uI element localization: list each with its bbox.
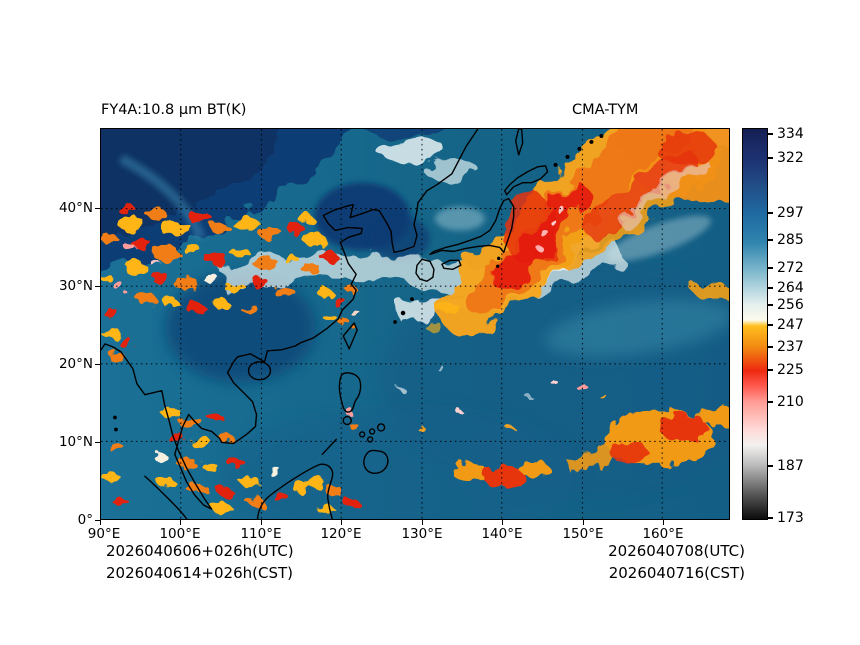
x-tick-label: 110°E [240, 526, 282, 542]
x-tick-label: 150°E [562, 526, 604, 542]
colorbar-tickmark [768, 212, 773, 214]
y-tick-label: 40°N [58, 200, 93, 216]
colorbar-tickmark [768, 133, 773, 135]
x-tickmark [663, 520, 665, 525]
colorbar-tick: 297 [768, 205, 804, 221]
colorbar-tick: 173 [768, 510, 804, 526]
forecast-time-cst: 2026040716(CST) [608, 564, 745, 582]
colorbar-tickmark [768, 157, 773, 159]
colorbar-tick-label: 334 [777, 126, 804, 142]
x-tick-label: 140°E [481, 526, 523, 542]
valid-time-left: 2026040606+026h(UTC) 2026040614+026h(CST… [106, 540, 294, 584]
colorbar-tickmark [768, 346, 773, 348]
colorbar-tick: 247 [768, 317, 804, 333]
satellite-bt-map [101, 129, 729, 519]
colorbar-tick-label: 237 [777, 339, 804, 355]
x-tick-label: 90°E [87, 526, 121, 542]
colorbar-tick: 256 [768, 297, 804, 313]
colorbar-tick: 272 [768, 260, 804, 276]
x-tickmark [341, 520, 343, 525]
colorbar-tick: 285 [768, 232, 804, 248]
colorbar-tick-label: 285 [777, 232, 804, 248]
x-tick-label: 130°E [401, 526, 443, 542]
x-tick-label: 120°E [320, 526, 362, 542]
plot-title-left: FY4A:10.8 µm BT(K) [101, 102, 247, 118]
colorbar-tick-label: 256 [777, 297, 804, 313]
convection-tropics [345, 365, 729, 488]
colorbar [742, 128, 768, 520]
colorbar-tick: 210 [768, 394, 804, 410]
colorbar-tick-label: 187 [777, 458, 804, 474]
x-tickmark [422, 520, 424, 525]
colorbar-tick: 237 [768, 339, 804, 355]
y-tickmark [95, 208, 100, 210]
colorbar-tick: 187 [768, 458, 804, 474]
colorbar-tick: 264 [768, 280, 804, 296]
x-tick-label: 100°E [159, 526, 201, 542]
colorbar-tickmark [768, 287, 773, 289]
y-tickmark [95, 520, 100, 522]
x-tick-label: 160°E [642, 526, 684, 542]
colorbar-tickmark [768, 517, 773, 519]
colorbar-tick-label: 297 [777, 205, 804, 221]
map-plot [100, 128, 730, 520]
colorbar-tick-label: 210 [777, 394, 804, 410]
y-tickmark [95, 364, 100, 366]
x-tickmark [180, 520, 182, 525]
colorbar-tick-label: 272 [777, 260, 804, 276]
y-tickmark [95, 442, 100, 444]
convection-maritime [101, 407, 359, 514]
x-tickmark [502, 520, 504, 525]
x-tickmark [583, 520, 585, 525]
coastlines [101, 129, 604, 519]
colorbar-tick-label: 264 [777, 280, 804, 296]
y-tick-label: 0° [77, 512, 93, 528]
colorbar-tick-label: 173 [777, 510, 804, 526]
x-tickmark [261, 520, 263, 525]
y-tick-label: 30°N [58, 278, 93, 294]
colorbar-tickmark [768, 369, 773, 371]
colorbar-tick: 322 [768, 150, 804, 166]
colorbar-tick-label: 247 [777, 317, 804, 333]
plot-title-right: CMA-TYM [572, 102, 639, 118]
colorbar-tick: 225 [768, 362, 804, 378]
valid-time-utc: 2026040606+026h(UTC) [106, 542, 294, 560]
forecast-time-utc: 2026040708(UTC) [608, 542, 745, 560]
colorbar-tickmark [768, 239, 773, 241]
y-tickmark [95, 286, 100, 288]
colorbar-tick-label: 225 [777, 362, 804, 378]
y-tick-label: 20°N [58, 356, 93, 372]
colorbar-tickmark [768, 324, 773, 326]
colorbar-tickmark [768, 304, 773, 306]
colorbar-tickmark [768, 465, 773, 467]
frontal-cloud-band [420, 129, 729, 338]
grid-lines [101, 129, 729, 519]
colorbar-tick: 334 [768, 126, 804, 142]
colorbar-tickmark [768, 267, 773, 269]
colorbar-gradient [743, 129, 767, 519]
x-tickmark [100, 520, 102, 525]
valid-time-right: 2026040708(UTC) 2026040716(CST) [608, 540, 745, 584]
colorbar-tick-label: 322 [777, 150, 804, 166]
colorbar-tickmark [768, 401, 773, 403]
y-tick-label: 10°N [58, 434, 93, 450]
valid-time-cst: 2026040614+026h(CST) [106, 564, 294, 582]
